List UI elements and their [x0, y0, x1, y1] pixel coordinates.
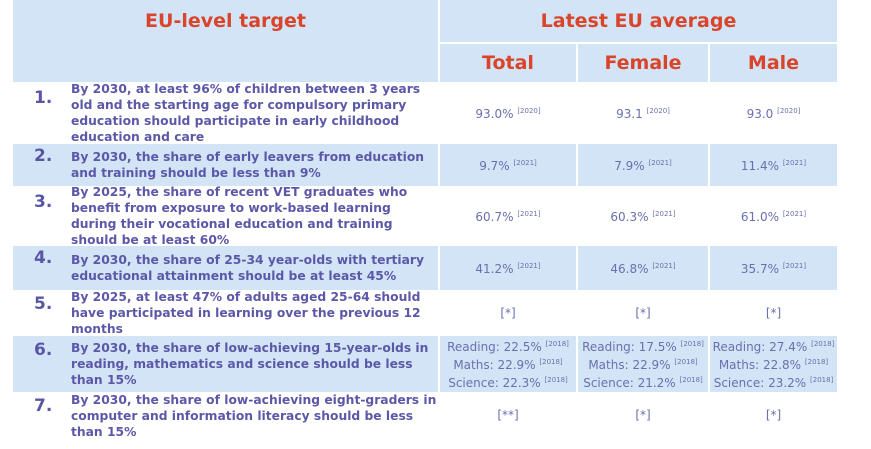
reference-year: [2021]	[782, 210, 807, 218]
value: 46.8% [2021]	[610, 262, 676, 276]
header-eu-level-target: EU-level target	[13, 0, 438, 82]
value: Maths: 22.8% [2018]	[718, 358, 829, 372]
reference-year: [2020]	[646, 107, 670, 115]
male-value-cell: Reading: 27.4% [2018] Maths: 22.8% [2018]…	[710, 336, 837, 392]
female-value-cell: 7.9% [2021]	[578, 144, 708, 186]
reference-year: [2021]	[652, 210, 676, 218]
value: Maths: 22.9% [2018]	[453, 358, 563, 372]
value: 60.7% [2021]	[475, 210, 541, 224]
reference-year: [2021]	[652, 262, 676, 270]
male-value-cell: 35.7% [2021]	[710, 246, 837, 290]
target-text: 5. By 2025, at least 47% of adults aged 2…	[13, 290, 438, 336]
total-value-cell: 60.7% [2021]	[440, 188, 576, 244]
male-value-cell: 93.0 [2020]	[710, 84, 837, 142]
target-text: 1. By 2030, at least 96% of children betw…	[13, 82, 438, 144]
target-description: By 2025, at least 47% of adults aged 25-…	[71, 290, 421, 336]
female-value-cell: 93.1 [2020]	[578, 84, 708, 142]
target-description: By 2025, the share of recent VET graduat…	[71, 185, 408, 247]
reference-year: [2018]	[679, 376, 703, 384]
reference-year: [2020]	[517, 107, 541, 115]
target-description: By 2030, the share of low-achieving 15-y…	[71, 341, 429, 387]
value: 41.2% [2021]	[475, 262, 541, 276]
header-total: Total	[440, 44, 576, 82]
row-number: 4.	[34, 248, 53, 268]
row-number: 1.	[34, 88, 53, 108]
target-description: By 2030, the share of early leavers from…	[71, 150, 425, 180]
target-description: By 2030, the share of low-achieving eigh…	[71, 392, 437, 439]
value: 11.4% [2021]	[740, 159, 807, 173]
reference-year: [2020]	[777, 107, 801, 115]
female-value-cell: [*]	[578, 394, 708, 437]
row-number: 3.	[34, 192, 53, 212]
total-value-cell: 41.2% [2021]	[440, 246, 576, 290]
male-value-cell: 11.4% [2021]	[710, 144, 837, 186]
reference-year: [2018]	[811, 340, 835, 348]
male-value-cell: [*]	[710, 292, 837, 334]
reference-year: [2018]	[810, 376, 834, 384]
reference-year: [2021]	[513, 159, 537, 167]
female-value-cell: 60.3% [2021]	[578, 188, 708, 244]
target-text: 3. By 2025, the share of recent VET gradu…	[13, 185, 438, 247]
value: Reading: 17.5% [2018]	[582, 340, 704, 354]
value: Science: 22.3% [2018]	[448, 376, 568, 390]
total-value-cell: [*]	[440, 292, 576, 334]
row-number: 2.	[34, 146, 53, 166]
value: Science: 23.2% [2018]	[713, 376, 834, 390]
row-number: 5.	[34, 294, 53, 314]
value: 9.7% [2021]	[479, 159, 537, 173]
row-number: 7.	[34, 396, 53, 416]
reference-year: [2018]	[804, 358, 829, 366]
reference-year: [2018]	[680, 340, 704, 348]
male-value-cell: 61.0% [2021]	[710, 188, 837, 244]
male-value-cell: [*]	[710, 394, 837, 437]
header-female: Female	[578, 44, 708, 82]
value: [*]	[635, 408, 651, 422]
total-value-cell: 9.7% [2021]	[440, 144, 576, 186]
value: [*]	[765, 305, 782, 320]
value: [*]	[500, 305, 516, 320]
value: [*]	[765, 408, 782, 422]
value: Maths: 22.9% [2018]	[588, 358, 698, 372]
value: 35.7% [2021]	[740, 262, 807, 276]
target-text: 6. By 2030, the share of low-achieving 15…	[13, 336, 438, 392]
reference-year: [2021]	[782, 159, 807, 167]
value: Science: 21.2% [2018]	[583, 376, 703, 390]
value: [**]	[497, 408, 519, 422]
target-text: 4. By 2030, the share of 25-34 year-olds …	[13, 246, 438, 290]
value: Reading: 22.5% [2018]	[447, 340, 569, 354]
reference-year: [2018]	[545, 340, 569, 348]
header-label: EU-level target	[145, 10, 306, 32]
target-description: By 2030, the share of 25-34 year-olds wi…	[71, 253, 424, 283]
reference-year: [2021]	[517, 210, 541, 218]
reference-year: [2018]	[544, 376, 568, 384]
total-value-cell: [**]	[440, 394, 576, 437]
reference-year: [2018]	[674, 358, 698, 366]
value: 7.9% [2021]	[614, 159, 672, 173]
row-number: 6.	[34, 340, 53, 360]
reference-year: [2018]	[539, 358, 563, 366]
female-value-cell: 46.8% [2021]	[578, 246, 708, 290]
header-latest-eu-average: Latest EU average	[440, 0, 837, 42]
value: 93.0% [2020]	[475, 107, 541, 121]
header-male: Male	[710, 44, 837, 82]
target-description: By 2030, at least 96% of children betwee…	[71, 82, 421, 144]
female-value-cell: Reading: 17.5% [2018] Maths: 22.9% [2018]…	[578, 336, 708, 392]
target-text: 2. By 2030, the share of early leavers fr…	[13, 144, 438, 186]
female-value-cell: [*]	[578, 292, 708, 334]
value: 93.0 [2020]	[746, 107, 801, 121]
reference-year: [2021]	[648, 159, 672, 167]
value: 60.3% [2021]	[610, 210, 676, 224]
value: Reading: 27.4% [2018]	[712, 340, 835, 354]
value: 61.0% [2021]	[740, 210, 807, 224]
total-value-cell: Reading: 22.5% [2018] Maths: 22.9% [2018]…	[440, 336, 576, 392]
total-value-cell: 93.0% [2020]	[440, 84, 576, 142]
reference-year: [2021]	[517, 262, 541, 270]
target-text: 7. By 2030, the share of low-achieving ei…	[13, 392, 438, 439]
reference-year: [2021]	[782, 262, 807, 270]
value: 93.1 [2020]	[616, 107, 670, 121]
value: [*]	[635, 305, 651, 320]
